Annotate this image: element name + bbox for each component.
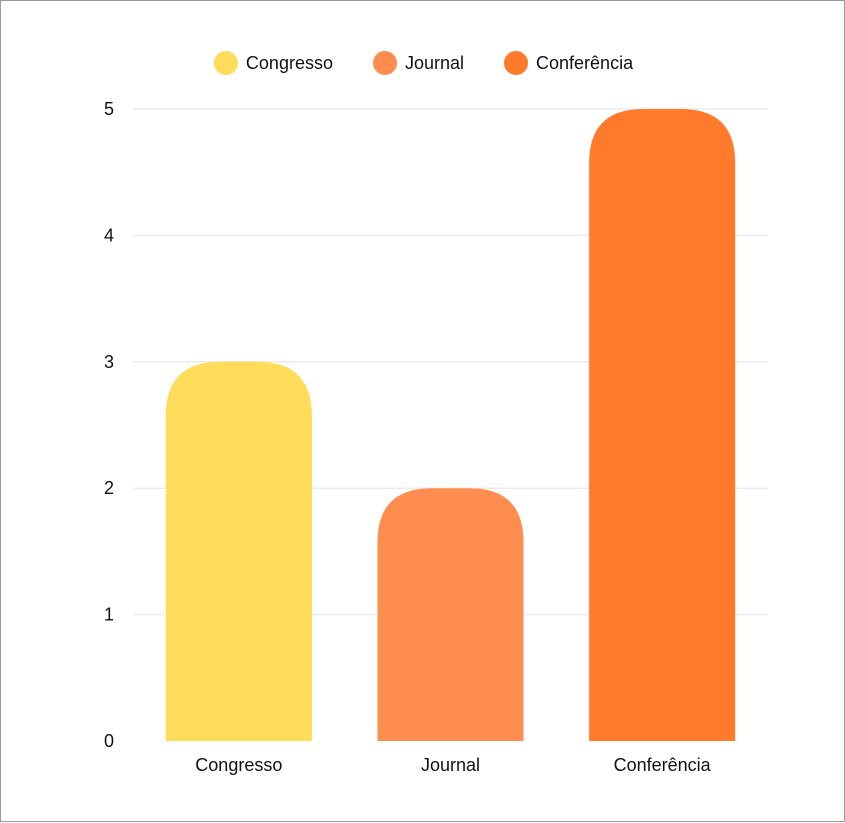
legend-label: Congresso — [246, 53, 333, 73]
legend-item-1[interactable]: Congresso — [213, 51, 333, 75]
bar-3[interactable] — [589, 109, 736, 741]
y-tick-label: 0 — [104, 731, 114, 751]
bar-1[interactable] — [165, 361, 312, 741]
legend[interactable]: Congresso Journal Conferência — [213, 51, 634, 75]
x-tick-label: Congresso — [195, 755, 282, 775]
legend-label: Journal — [405, 53, 464, 73]
legend-label: Conferência — [536, 53, 634, 73]
x-tick-label: Journal — [421, 755, 480, 775]
y-tick-label: 1 — [104, 605, 114, 625]
legend-item-3[interactable]: Conferência — [504, 51, 634, 75]
y-axis-ticks: 0 1 2 3 4 5 — [104, 99, 114, 751]
legend-item-2[interactable]: Journal — [372, 51, 464, 75]
legend-marker-icon — [504, 51, 529, 75]
x-tick-label: Conferência — [614, 755, 712, 775]
legend-marker-icon — [372, 51, 397, 75]
bar-2[interactable] — [377, 488, 524, 741]
bars — [165, 109, 736, 741]
y-tick-label: 4 — [104, 225, 114, 245]
y-tick-label: 2 — [104, 478, 114, 498]
y-tick-label: 5 — [104, 99, 114, 119]
y-tick-label: 3 — [104, 352, 114, 372]
legend-marker-icon — [213, 51, 238, 75]
x-axis-ticks: Congresso Journal Conferência — [195, 755, 711, 775]
